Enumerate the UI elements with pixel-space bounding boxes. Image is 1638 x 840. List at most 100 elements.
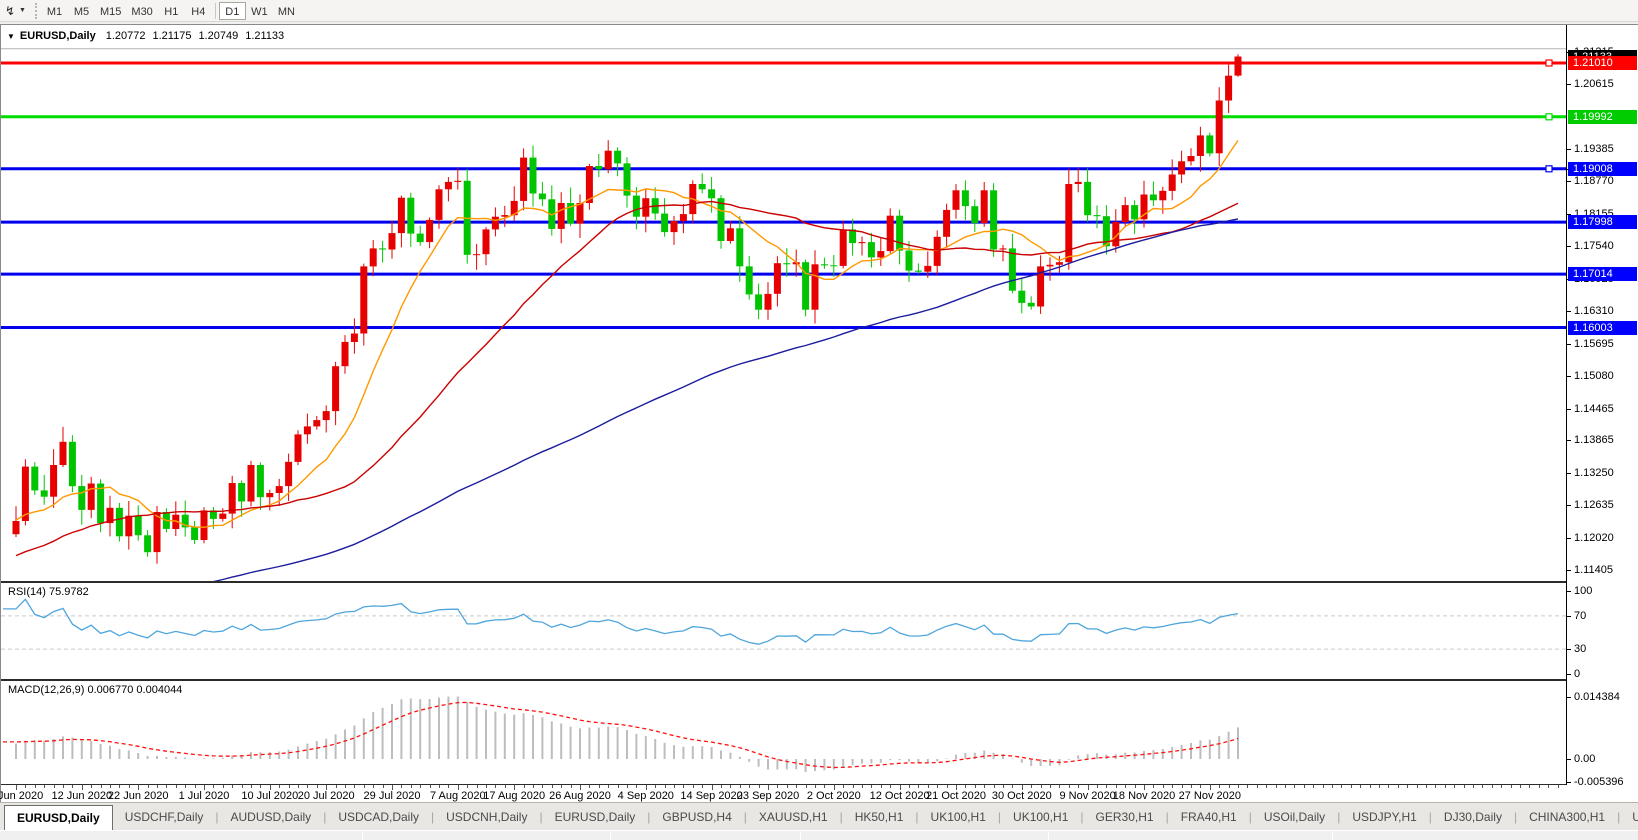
timeframe-button-h1[interactable]: H1	[164, 5, 179, 18]
price-tick-label-tickmark	[1567, 84, 1571, 85]
chart-tab-usdcad-daily[interactable]: USDCAD,Daily	[338, 810, 419, 824]
chart-tab-gbpusd-h4[interactable]: GBPUSD,H4	[662, 810, 732, 824]
date-minor-tick	[1003, 785, 1004, 788]
date-minor-tick	[401, 785, 403, 788]
tab-separator: |	[215, 810, 219, 824]
date-major-tick	[1087, 785, 1089, 790]
date-minor-tick	[298, 785, 299, 788]
macd-signal-line	[3, 701, 1239, 769]
chart-tab-audusd-daily[interactable]: AUDUSD,Daily	[230, 810, 312, 824]
date-minor-tick	[166, 785, 168, 788]
date-tick-label: 10 Jul 2020	[241, 790, 299, 802]
date-minor-tick	[410, 785, 412, 788]
macd-panel-canvas[interactable]	[1, 681, 1566, 785]
candles-group	[12, 54, 1242, 564]
timeframe-button-m15[interactable]: M15	[100, 5, 122, 18]
chart-objects-icon[interactable]: ↯	[4, 3, 16, 18]
chart-tab-uk100-h1[interactable]: UK100,H1	[1013, 810, 1069, 824]
timeframe-button-d1[interactable]: D1	[218, 1, 246, 20]
tab-separator: |	[539, 810, 543, 824]
chart-tab-hk50-h1[interactable]: HK50,H1	[854, 810, 904, 824]
price-tick-label-tickmark	[1567, 505, 1571, 506]
rsi-tick-label: 100	[1574, 585, 1593, 597]
timeframe-button-mn[interactable]: MN	[277, 5, 295, 18]
status-separator	[362, 832, 363, 840]
panel-separator[interactable]	[1, 581, 1638, 583]
date-tick-label: 29 Jul 2020	[363, 790, 421, 802]
date-minor-tick	[429, 785, 431, 788]
price-tick-label: 1.13250	[1574, 467, 1614, 479]
date-minor-tick	[946, 785, 948, 788]
rsi-tick-label: 70	[1574, 610, 1587, 622]
date-minor-tick	[420, 785, 422, 788]
date-major-tick	[81, 785, 83, 790]
date-minor-tick	[843, 785, 845, 788]
toolbar-dropdown-caret-icon[interactable]: ▼	[19, 7, 26, 14]
price-tick-label-tickmark	[1567, 246, 1571, 247]
date-minor-tick	[1454, 785, 1456, 788]
date-minor-tick	[617, 785, 619, 788]
date-minor-tick	[504, 785, 506, 788]
timeframe-button-w1[interactable]: W1	[251, 5, 268, 18]
chart-tab-usoil-daily[interactable]: USOil,Daily	[1263, 810, 1326, 824]
price-tick-label-tickmark	[1567, 376, 1571, 377]
date-minor-tick	[439, 785, 440, 788]
chart-symbol-label: EURUSD,Daily	[19, 30, 96, 42]
chart-tab-usoil-h1[interactable]: USOil,H1	[1632, 810, 1638, 824]
date-major-tick	[645, 785, 647, 790]
macd-tick-label-tickmark	[1567, 697, 1571, 698]
chart-tab-uk100-h1[interactable]: UK100,H1	[930, 810, 986, 824]
date-minor-tick	[1369, 785, 1371, 788]
date-major-tick	[956, 785, 957, 790]
chart-tab-dj30-daily[interactable]: DJ30,Daily	[1443, 810, 1502, 824]
price-axis-border	[1566, 25, 1567, 785]
panel-separator[interactable]	[1, 679, 1638, 681]
date-minor-tick	[44, 785, 46, 788]
chart-tab-fra40-h1[interactable]: FRA40,H1	[1180, 810, 1237, 824]
timeframe-button-h4[interactable]: H4	[191, 5, 206, 18]
date-minor-tick	[1388, 785, 1390, 788]
chart-tab-usdjpy-h1[interactable]: USDJPY,H1	[1352, 810, 1417, 824]
chart-tab-usdcnh-daily[interactable]: USDCNH,Daily	[446, 810, 528, 824]
date-minor-tick	[927, 785, 929, 788]
date-minor-tick	[815, 785, 816, 788]
tab-separator: |	[1165, 810, 1169, 824]
toolbar-grip[interactable]	[35, 2, 37, 19]
timeframe-button-m30[interactable]: M30	[131, 5, 153, 18]
price-axis[interactable]: 1.212151.206151.193851.190081.187701.181…	[1567, 25, 1638, 788]
chart-tab-ger30-h1[interactable]: GER30,H1	[1095, 810, 1154, 824]
rsi-panel-canvas[interactable]	[1, 583, 1566, 679]
date-minor-tick	[636, 785, 638, 788]
timeframe-button-m1[interactable]: M1	[46, 5, 63, 18]
chart-tab-china300-h1[interactable]: CHINA300,H1	[1529, 810, 1606, 824]
date-minor-tick	[1040, 785, 1042, 788]
chart-tab-xauusd-h1[interactable]: XAUUSD,H1	[758, 810, 828, 824]
date-minor-tick	[1256, 785, 1258, 788]
date-major-tick	[1209, 785, 1211, 790]
date-minor-tick	[1557, 785, 1559, 788]
main-chart-canvas[interactable]	[1, 25, 1566, 583]
price-tick-label: 1.14465	[1574, 403, 1614, 415]
date-minor-tick	[965, 785, 967, 788]
date-minor-tick	[1031, 785, 1033, 788]
date-minor-tick	[1473, 785, 1474, 788]
date-major-tick	[1021, 785, 1023, 790]
timeframe-button-m5[interactable]: M5	[73, 5, 90, 18]
date-minor-tick	[1341, 785, 1343, 788]
date-major-tick	[16, 785, 17, 790]
rsi-tick-label-tickmark	[1567, 649, 1571, 650]
date-minor-tick	[1219, 785, 1221, 788]
date-minor-tick	[100, 785, 102, 788]
chart-title-caret-icon[interactable]: ▼	[7, 31, 15, 41]
date-minor-tick	[1332, 785, 1333, 788]
price-tick-label-tickmark	[1567, 538, 1571, 539]
date-minor-tick	[53, 785, 55, 788]
chart-tab-eurusd-daily[interactable]: EURUSD,Daily	[554, 810, 636, 824]
date-minor-tick	[222, 785, 224, 788]
chart-tab-usdchf-daily[interactable]: USDCHF,Daily	[124, 810, 204, 824]
date-minor-tick	[1435, 785, 1437, 788]
price-badge-1.19008: 1.19008	[1568, 162, 1637, 176]
chart-tab-eurusd-daily[interactable]: EURUSD,Daily	[4, 805, 113, 830]
date-tick-label: 21 Oct 2020	[926, 790, 986, 802]
